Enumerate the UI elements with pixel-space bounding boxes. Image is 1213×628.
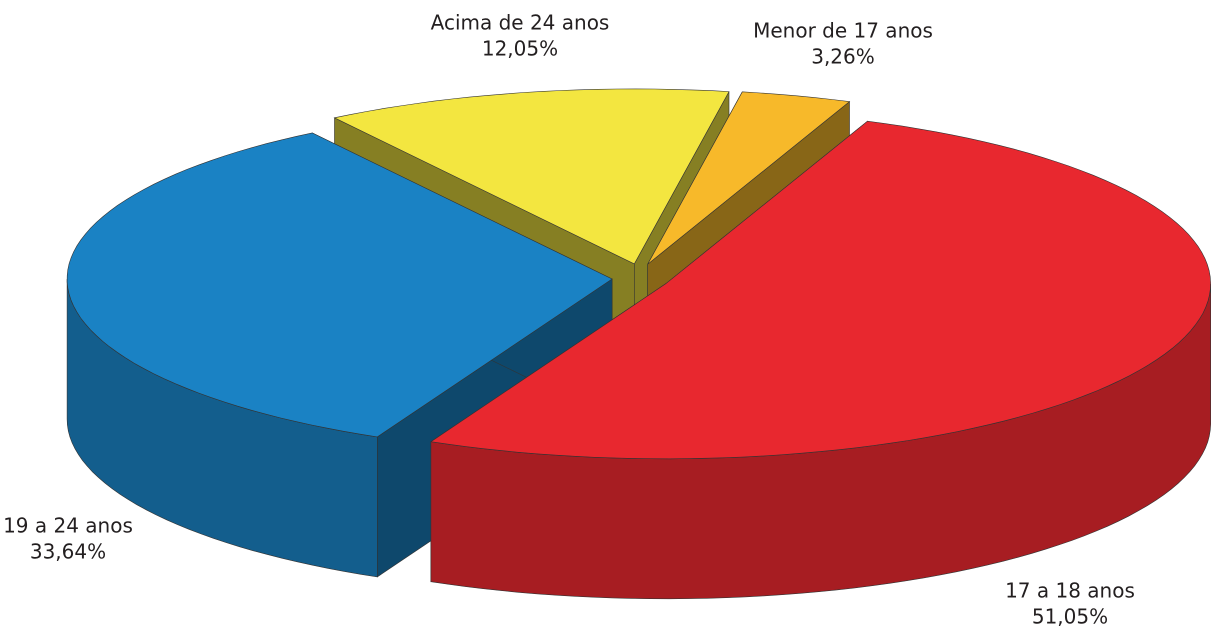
slice-value-label: 51,05%	[1032, 605, 1108, 628]
slice	[430, 120, 1211, 460]
slice-label: 17 a 18 anos	[1005, 579, 1135, 603]
slice-label: 19 a 24 anos	[3, 514, 133, 538]
slice	[430, 120, 1211, 600]
slice	[66, 132, 613, 438]
slice	[333, 88, 730, 265]
slice-label: Menor de 17 anos	[753, 19, 933, 43]
slice-value-label: 33,64%	[30, 540, 106, 564]
slice	[647, 91, 851, 265]
slice-value-label: 3,26%	[811, 45, 875, 69]
slice-value-label: 12,05%	[482, 37, 558, 61]
slice-label: Acima de 24 anos	[431, 11, 610, 35]
